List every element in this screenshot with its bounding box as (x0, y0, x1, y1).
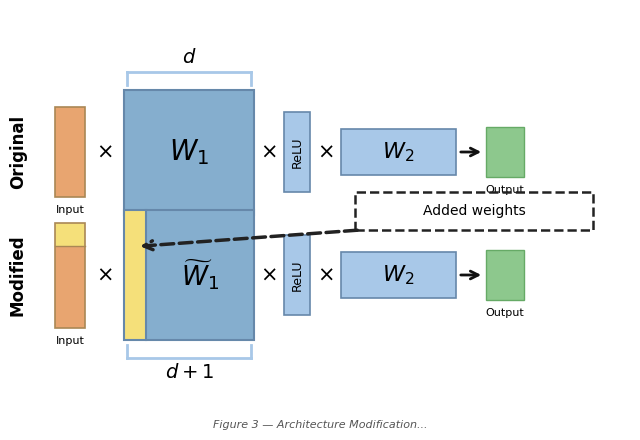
Text: Input: Input (56, 335, 84, 345)
Text: Input: Input (56, 205, 84, 215)
Text: Figure 3 — Architecture Modification...: Figure 3 — Architecture Modification... (212, 420, 428, 430)
Bar (124, 210, 146, 340)
Bar (341, 129, 456, 175)
Text: $W_2$: $W_2$ (382, 263, 415, 287)
Text: $W_1$: $W_1$ (169, 137, 209, 167)
Bar (146, 210, 254, 340)
Bar (55, 246, 85, 327)
Text: Added weights: Added weights (422, 204, 525, 218)
Text: $\times$: $\times$ (317, 142, 333, 162)
Text: ReLU: ReLU (291, 259, 303, 291)
Text: ReLU: ReLU (291, 136, 303, 168)
Bar (124, 89, 254, 215)
Bar (284, 235, 310, 315)
Bar (55, 107, 85, 197)
Bar (284, 112, 310, 192)
Text: Output: Output (486, 185, 524, 195)
Bar (486, 127, 524, 177)
Text: Original: Original (9, 115, 27, 189)
Text: $\times$: $\times$ (317, 265, 333, 285)
Bar (486, 250, 524, 300)
Bar (341, 252, 456, 298)
Text: $d$: $d$ (182, 48, 196, 66)
Text: Modified: Modified (9, 234, 27, 316)
Text: $d+1$: $d+1$ (164, 363, 214, 382)
Text: Output: Output (486, 308, 524, 318)
Text: $\times$: $\times$ (95, 142, 113, 162)
Text: $\times$: $\times$ (260, 142, 276, 162)
Text: $W_2$: $W_2$ (382, 140, 415, 164)
Text: $\times$: $\times$ (260, 265, 276, 285)
Bar (55, 223, 85, 327)
Bar (55, 223, 85, 246)
Text: $\times$: $\times$ (95, 265, 113, 285)
Bar (124, 210, 254, 340)
Bar (355, 192, 593, 230)
Text: $\widetilde{W}_1$: $\widetilde{W}_1$ (181, 257, 219, 293)
